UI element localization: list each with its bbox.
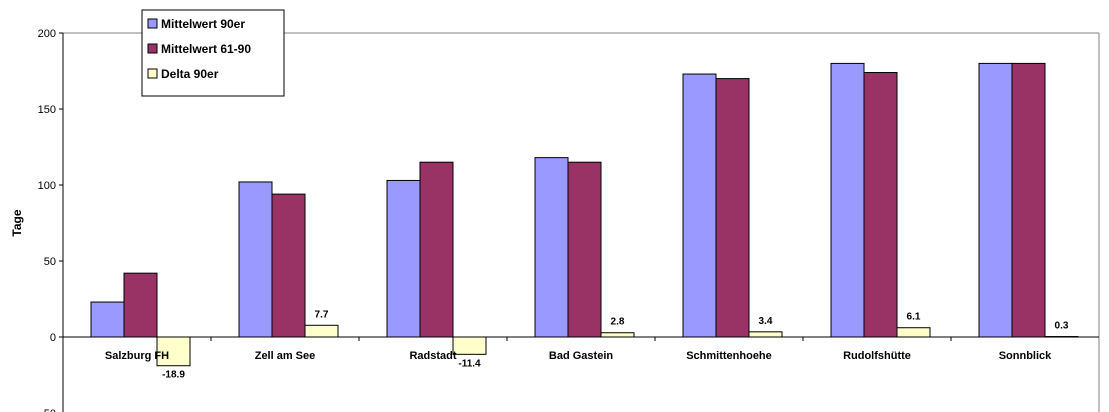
x-category-label: Schmittenhoehe	[686, 350, 772, 362]
legend-swatch	[147, 18, 158, 29]
x-category-label: Sonnblick	[999, 350, 1052, 362]
bar-mittelwert-61-90-rudolfsh-tte	[863, 72, 898, 338]
bar-mittelwert-61-90-schmittenhoehe	[715, 78, 750, 338]
y-tick-label: -50	[40, 408, 56, 412]
data-labels: -18.9 Salzburg FH 7.7 Zell am See -11.4Radst…	[105, 309, 1069, 380]
x-category-label: Radstadt	[409, 350, 456, 362]
legend-swatch	[147, 43, 158, 54]
x-category-label: Rudolfshütte	[843, 350, 911, 362]
legend-box	[141, 9, 285, 97]
bar-mittelwert-90er-sonnblick	[978, 62, 1013, 338]
legend-swatch	[147, 68, 158, 79]
bar-delta-90er-radstadt	[452, 336, 487, 355]
data-label: -18.9	[162, 370, 185, 381]
bars	[90, 62, 1079, 367]
y-tick-label: 50	[44, 256, 56, 268]
data-label: 2.8	[611, 317, 625, 328]
legend-label: Mittelwert 61-90	[161, 42, 251, 56]
bar-mittelwert-61-90-bad-gastein	[567, 161, 602, 338]
bar-delta-90er-sonnblick	[1044, 336, 1079, 338]
bar-mittelwert-61-90-zell-am-see	[271, 193, 306, 338]
data-label: 7.7	[315, 309, 329, 320]
x-category-label: Zell am See	[255, 350, 316, 362]
y-tick-label: 200	[38, 28, 56, 40]
bar-mittelwert-90er-radstadt	[386, 179, 421, 338]
legend: Mittelwert 90er Mittelwert 61-90 Delta 90e…	[141, 9, 285, 97]
y-tick-label: 100	[38, 180, 56, 192]
data-label: 0.3	[1055, 321, 1069, 332]
y-tick-label: 150	[38, 104, 56, 116]
bar-mittelwert-90er-rudolfsh-tte	[830, 62, 865, 338]
bar-delta-90er-schmittenhoehe	[748, 331, 783, 338]
bar-mittelwert-90er-bad-gastein	[534, 157, 569, 338]
x-category-label: Salzburg FH	[105, 350, 169, 362]
bar-mittelwert-61-90-sonnblick	[1011, 62, 1046, 338]
bar-delta-90er-rudolfsh-tte	[896, 327, 931, 338]
data-label: 3.4	[759, 316, 773, 327]
bar-mittelwert-90er-salzburg-fh	[90, 301, 125, 338]
y-tick-label: 0	[50, 332, 56, 344]
bar-delta-90er-salzburg-fh	[156, 336, 191, 367]
bar-mittelwert-90er-zell-am-see	[238, 181, 273, 338]
bar-mittelwert-90er-schmittenhoehe	[682, 73, 717, 338]
data-label: -11.4	[458, 358, 481, 369]
bar-mittelwert-61-90-radstadt	[419, 161, 454, 338]
bar-mittelwert-61-90-salzburg-fh	[123, 272, 158, 338]
bar-delta-90er-zell-am-see	[304, 324, 339, 338]
y-axis-label: Tage	[10, 209, 24, 236]
x-category-label: Bad Gastein	[549, 350, 613, 362]
legend-label: Mittelwert 90er	[161, 17, 245, 31]
legend-label: Delta 90er	[161, 67, 219, 81]
data-label: 6.1	[907, 312, 921, 323]
bar-delta-90er-bad-gastein	[600, 332, 635, 338]
